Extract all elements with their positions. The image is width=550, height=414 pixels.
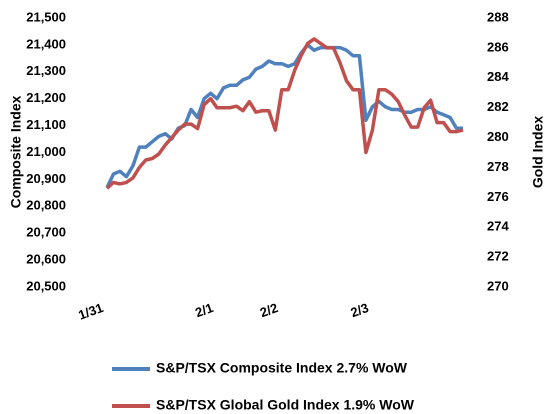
y-tick-label: 20,900 [26,171,66,186]
y-tick-label: 21,500 [26,9,66,24]
y-tick-label: 20,800 [26,198,66,213]
y2-tick-label: 284 [487,69,509,84]
y-tick-label: 21,300 [26,63,66,78]
x-tick-label: 1/31 [76,300,105,323]
x-tick-label: 2/3 [348,300,370,320]
y-tick-label: 21,000 [26,144,66,159]
x-tick-label: 2/2 [258,300,280,320]
y2-tick-label: 274 [487,219,509,234]
y2-tick-label: 288 [487,9,509,24]
y2-axis-title: Gold Index [530,116,546,189]
y2-tick-label: 278 [487,159,509,174]
y-tick-label: 21,100 [26,117,66,132]
y2-tick-label: 276 [487,189,509,204]
y2-tick-label: 272 [487,249,509,264]
series-line [105,37,464,190]
y2-tick-label: 270 [487,278,509,293]
y-axis-title: Composite Index [8,95,24,208]
y-tick-label: 20,600 [26,252,66,267]
legend-label: S&P/TSX Global Gold Index 1.9% WoW [156,397,415,413]
x-tick-label: 2/1 [193,300,215,320]
y-tick-label: 21,200 [26,90,66,105]
y2-tick-label: 286 [487,39,509,54]
y-tick-label: 20,500 [26,278,66,293]
y2-tick-label: 282 [487,99,509,114]
y-tick-label: 20,700 [26,225,66,240]
y2-tick-label: 280 [487,129,509,144]
y-tick-label: 21,400 [26,36,66,51]
legend-label: S&P/TSX Composite Index 2.7% WoW [156,360,408,376]
series-line [105,43,463,189]
